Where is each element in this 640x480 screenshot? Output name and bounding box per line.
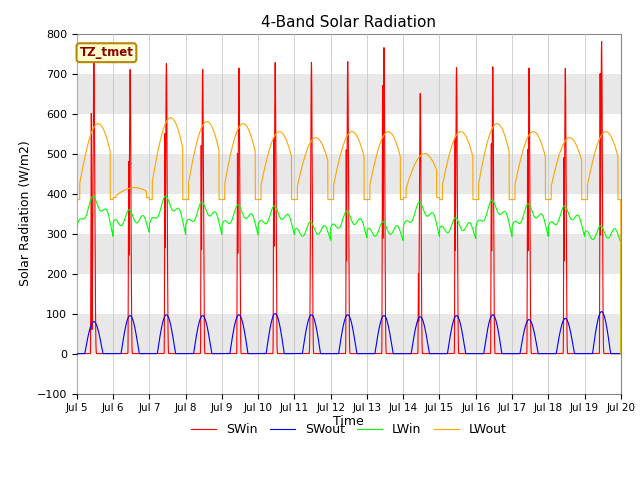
Text: TZ_tmet: TZ_tmet [79, 46, 133, 59]
SWin [497, 351, 504, 357]
SWin [617, 351, 625, 357]
SWin [73, 351, 81, 357]
LWout [420, 151, 428, 156]
Bar [77, 313, 621, 354]
Legend: SWin, SWout, LWin, LWout: SWin, SWout, LWin, LWout [186, 419, 512, 441]
LWin [73, 224, 81, 229]
Title: 4-Band Solar Radiation: 4-Band Solar Radiation [261, 15, 436, 30]
SWin [420, 351, 428, 357]
SWin [598, 39, 605, 45]
SWout [510, 351, 518, 357]
LWout [73, 197, 81, 203]
Bar [77, 114, 621, 154]
LWin [420, 209, 428, 215]
Bar [77, 154, 621, 193]
Line: SWout: SWout [77, 312, 621, 354]
LWout [167, 115, 175, 120]
SWout [482, 338, 490, 344]
LWout [510, 197, 518, 203]
LWin [101, 206, 109, 212]
SWout [73, 351, 81, 357]
LWin [510, 219, 518, 225]
SWout [101, 351, 109, 357]
Bar [77, 73, 621, 114]
LWout [101, 131, 109, 137]
Line: SWin: SWin [77, 42, 621, 354]
LWin [482, 214, 490, 220]
SWin [101, 351, 109, 357]
SWout [420, 322, 428, 327]
SWin [510, 351, 518, 357]
Line: LWout: LWout [77, 118, 621, 354]
LWin [518, 218, 525, 224]
Bar [77, 193, 621, 234]
LWout [482, 146, 490, 152]
Y-axis label: Solar Radiation (W/m2): Solar Radiation (W/m2) [18, 141, 31, 287]
X-axis label: Time: Time [333, 415, 364, 428]
Bar [77, 274, 621, 313]
LWout [617, 351, 625, 357]
Bar [77, 234, 621, 274]
Line: LWin: LWin [77, 196, 621, 354]
SWin [518, 351, 525, 357]
Bar [77, 354, 621, 394]
SWin [482, 351, 490, 357]
LWout [497, 123, 504, 129]
SWout [497, 341, 504, 347]
LWout [518, 153, 525, 159]
SWout [518, 342, 525, 348]
Bar [77, 34, 621, 73]
LWin [497, 212, 504, 217]
LWin [162, 193, 170, 199]
LWin [617, 351, 625, 357]
SWout [598, 309, 605, 314]
SWout [617, 351, 625, 357]
